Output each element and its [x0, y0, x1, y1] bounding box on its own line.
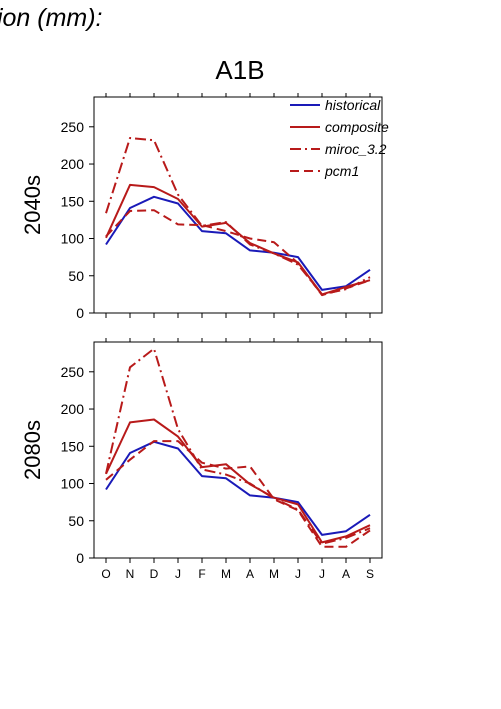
y-tick-label: 250: [61, 119, 85, 135]
x-tick-label: M: [269, 567, 279, 581]
series-line-historical: [105, 195, 371, 291]
x-tick-label: A: [342, 567, 350, 581]
y-tick-label: 50: [68, 513, 84, 529]
legend-label: miroc_3.2: [325, 141, 387, 157]
y-tick-label: 200: [61, 401, 85, 417]
x-tick-label: J: [175, 567, 181, 581]
x-tick-label: J: [295, 567, 301, 581]
x-tick-label: F: [198, 567, 205, 581]
y-tick-label: 100: [61, 476, 85, 492]
series-line-pcm1: [105, 209, 371, 297]
legend-label: pcm1: [324, 163, 359, 179]
y-tick-label: 200: [61, 156, 85, 172]
figure-title-fragment: tion (mm):: [0, 4, 103, 32]
x-tick-label: N: [126, 567, 135, 581]
plot-frame: [93, 96, 383, 314]
y-axis-label: 2080s: [20, 420, 45, 480]
x-tick-label: D: [150, 567, 159, 581]
scenario-title: A1B: [215, 55, 265, 85]
y-tick-label: 0: [76, 305, 84, 321]
x-tick-label: O: [101, 567, 110, 581]
series-line-composite: [105, 183, 371, 296]
series-line-pcm1: [105, 440, 371, 548]
x-tick-label: A: [246, 567, 254, 581]
x-tick-label: S: [366, 567, 374, 581]
series-line-historical: [105, 440, 371, 536]
y-tick-label: 250: [61, 364, 85, 380]
series-line-miroc-3-2: [105, 137, 371, 296]
y-tick-label: 150: [61, 438, 85, 454]
y-tick-label: 0: [76, 550, 84, 566]
legend-label: composite: [325, 119, 389, 135]
y-tick-label: 100: [61, 231, 85, 247]
y-tick-label: 50: [68, 268, 84, 284]
series-line-miroc-3-2: [105, 347, 371, 545]
legend-label: historical: [325, 97, 381, 113]
plot-frame: [93, 341, 383, 559]
x-tick-label: J: [319, 567, 325, 581]
y-tick-label: 150: [61, 193, 85, 209]
y-axis-label: 2040s: [20, 175, 45, 235]
x-tick-label: M: [221, 567, 231, 581]
series-line-composite: [105, 418, 371, 544]
